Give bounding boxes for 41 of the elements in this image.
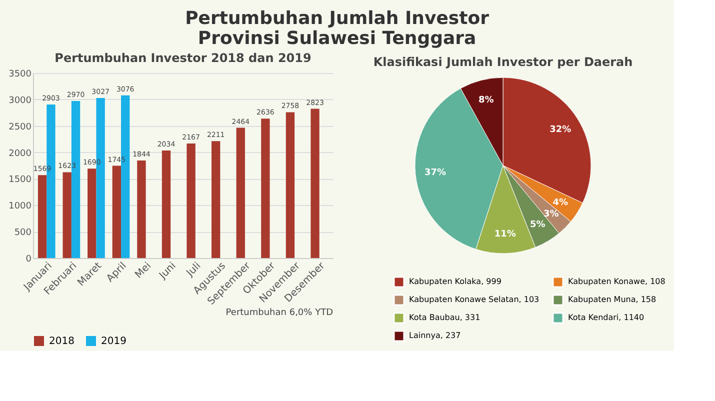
y-tick-label: 2500: [8, 122, 32, 132]
legend-label: 2018: [49, 336, 74, 347]
legend-label: Kabupaten Konawe Selatan, 103: [409, 295, 540, 304]
bar: [261, 118, 270, 258]
bar: [62, 172, 72, 258]
legend-label: Kabupaten Muna, 158: [568, 295, 656, 304]
y-tick-label: 0: [26, 254, 32, 264]
legend-label: Lainnya, 237: [409, 331, 461, 340]
text: Pertumbuhan 6,0% YTD: [226, 308, 334, 318]
data-label: 11%: [494, 229, 516, 240]
chart-title: Klasifikasi Jumlah Investor per Daerah: [373, 55, 633, 69]
y-tick-label: 3500: [8, 70, 32, 80]
legend-label: Kota Baubau, 331: [409, 313, 480, 322]
y-tick-label: 2000: [8, 148, 32, 159]
data-label: 32%: [550, 125, 572, 136]
legend-label: Kabupaten Konawe, 108: [568, 277, 666, 286]
y-tick-label: 500: [14, 228, 32, 238]
bar: [112, 166, 122, 258]
data-label: 8%: [478, 96, 494, 106]
y-tick-label: 3000: [8, 96, 32, 106]
bar: [212, 141, 220, 258]
bar: [38, 175, 47, 258]
y-tick-label: 1000: [8, 202, 32, 212]
legend-label: Kota Kendari, 1140: [568, 313, 644, 322]
y-tick-label: 1500: [8, 175, 32, 186]
legend-label: Kabupaten Kolaka, 999: [409, 277, 502, 286]
legend-label: 2019: [101, 336, 126, 347]
bar: [310, 108, 320, 258]
bar: [162, 150, 171, 258]
bar: [88, 168, 96, 258]
bar: [236, 128, 245, 258]
bar: [137, 160, 146, 258]
bar: [186, 143, 196, 258]
chart-title: Pertumbuhan Jumlah Investor Provinsi Sulawesi Tenggara: [185, 8, 490, 49]
data-label: 3%: [543, 210, 559, 220]
data-label: 5%: [530, 220, 546, 230]
bar: [286, 112, 295, 258]
data-label: 37%: [424, 168, 446, 178]
chart-subtitle: Pertumbuhan Investor 2018 dan 2019: [54, 51, 312, 65]
data-label: 4%: [552, 198, 568, 208]
x-tick-label: Mei: [133, 260, 154, 281]
